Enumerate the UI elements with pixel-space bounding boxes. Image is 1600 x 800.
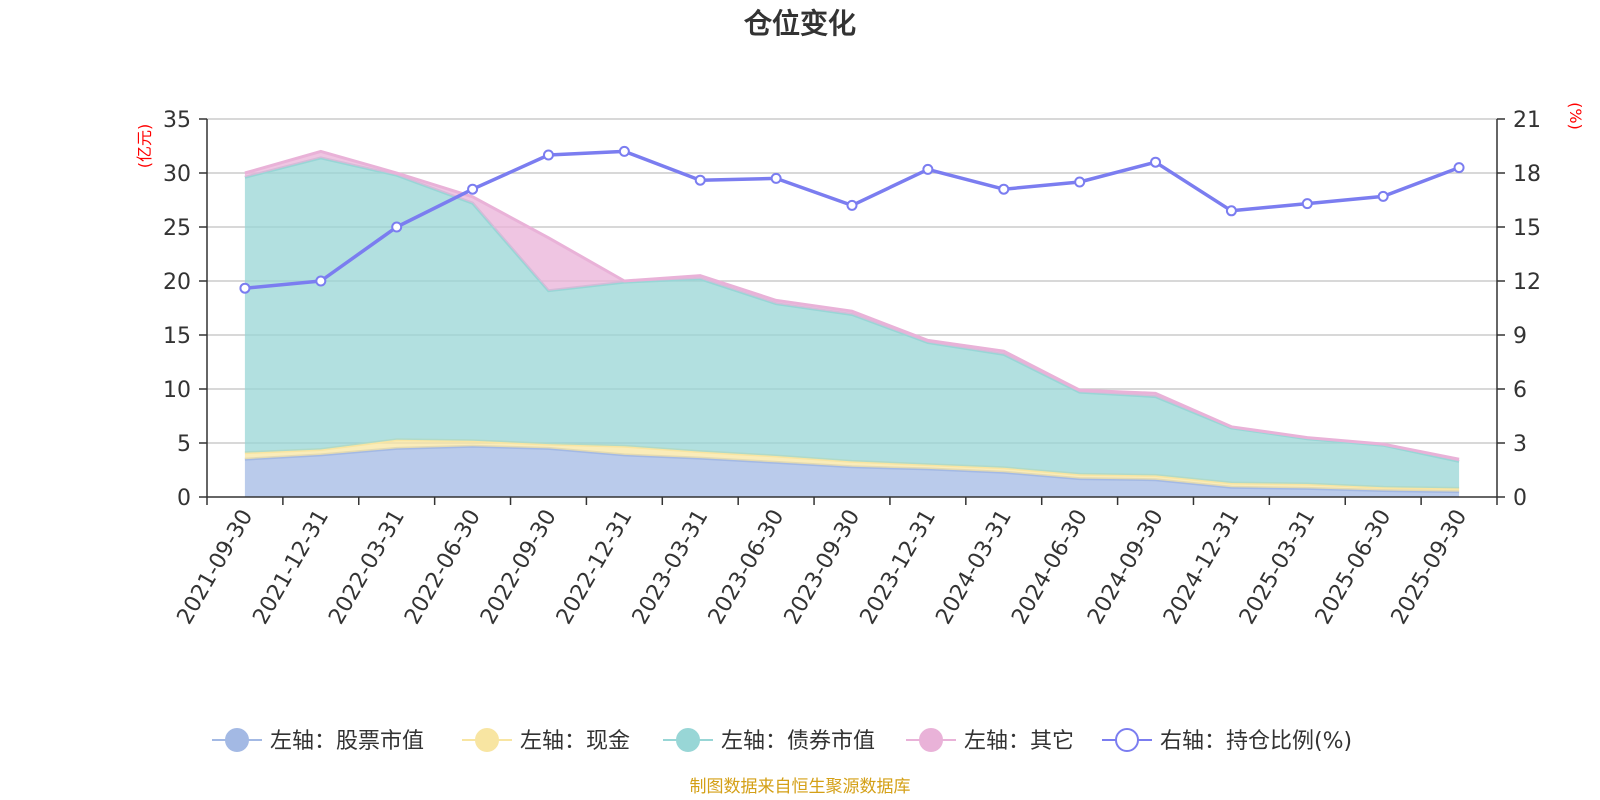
left-tick-label: 5 (177, 432, 191, 457)
ratio-point (1150, 156, 1162, 168)
x-tick-label: 2023-06-30 (704, 506, 790, 629)
ratio-point (1377, 190, 1389, 202)
right-tick-label: 12 (1513, 270, 1541, 295)
x-tick-label: 2024-03-31 (931, 506, 1017, 629)
left-tick-label: 35 (163, 108, 191, 133)
x-tick-label: 2023-12-31 (855, 506, 941, 629)
ratio-line-series (239, 145, 1465, 294)
area-edge-4 (244, 149, 1460, 461)
legend-label: 左轴：债券市值 (721, 729, 875, 754)
left-tick-label: 0 (177, 486, 191, 511)
right-axis-unit: (%) (1566, 102, 1585, 130)
ratio-point (1074, 176, 1086, 188)
x-tick-label: 2022-12-31 (552, 506, 638, 629)
stacked-areas (244, 149, 1460, 497)
right-tick-label: 18 (1513, 162, 1541, 187)
left-axis-unit: (亿元) (135, 124, 154, 169)
right-tick-label: 15 (1513, 216, 1541, 241)
legend-label: 右轴：持仓比例(%) (1160, 729, 1352, 754)
ratio-point (542, 149, 554, 161)
ratio-point (315, 275, 327, 287)
area-series-1 (244, 446, 1460, 497)
ratio-point (694, 174, 706, 186)
legend-swatch-marker (1115, 728, 1139, 752)
left-tick-label: 30 (163, 162, 191, 187)
x-tick-label: 2024-06-30 (1007, 506, 1093, 629)
legend: 左轴：股票市值 左轴：现金 左轴：债券市值 左轴：其它 右轴：持仓比例(%) (212, 728, 1352, 754)
ratio-point (618, 145, 630, 157)
area-series-2 (244, 439, 1460, 492)
ratio-point (1301, 198, 1313, 210)
ratio-point (922, 163, 934, 175)
x-tick-label: 2021-12-31 (248, 506, 334, 629)
ratio-point (998, 183, 1010, 195)
x-tick-label: 2025-06-30 (1311, 506, 1397, 629)
x-tick-label: 2025-09-30 (1387, 506, 1473, 629)
ratio-point (467, 183, 479, 195)
ratio-point (239, 282, 251, 294)
legend-label: 左轴：现金 (520, 729, 630, 754)
left-tick-label: 20 (163, 270, 191, 295)
x-tick-label: 2021-09-30 (173, 506, 259, 629)
legend-swatch-marker (225, 728, 249, 752)
right-tick-label: 0 (1513, 486, 1527, 511)
left-tick-label: 10 (163, 378, 191, 403)
ratio-point (391, 221, 403, 233)
source-note: 制图数据来自恒生聚源数据库 (690, 777, 911, 797)
ratio-point (1453, 162, 1465, 174)
right-tick-label: 6 (1513, 378, 1527, 403)
legend-label: 左轴：股票市值 (270, 729, 424, 754)
x-tick-label: 2024-12-31 (1159, 506, 1245, 629)
x-tick-label: 2022-09-30 (476, 506, 562, 629)
x-tick-label: 2024-09-30 (1083, 506, 1169, 629)
x-tick-label: 2023-09-30 (780, 506, 866, 629)
ratio-point (846, 199, 858, 211)
legend-label: 左轴：其它 (964, 729, 1074, 754)
right-tick-label: 3 (1513, 432, 1527, 457)
x-tick-label: 2023-03-31 (628, 506, 714, 629)
x-tick-label: 2022-06-30 (400, 506, 486, 629)
legend-swatch-marker (475, 728, 499, 752)
chart-title: 仓位变化 (744, 7, 856, 40)
right-tick-label: 9 (1513, 324, 1527, 349)
legend-swatch-marker (676, 728, 700, 752)
legend-swatch-marker (919, 728, 943, 752)
x-tick-label: 2022-03-31 (324, 506, 410, 629)
left-tick-label: 25 (163, 216, 191, 241)
left-tick-label: 15 (163, 324, 191, 349)
x-tick-label: 2025-03-31 (1235, 506, 1321, 629)
ratio-point (770, 172, 782, 184)
area-series-3 (244, 157, 1460, 489)
right-tick-label: 21 (1513, 108, 1541, 133)
ratio-point (1225, 205, 1237, 217)
